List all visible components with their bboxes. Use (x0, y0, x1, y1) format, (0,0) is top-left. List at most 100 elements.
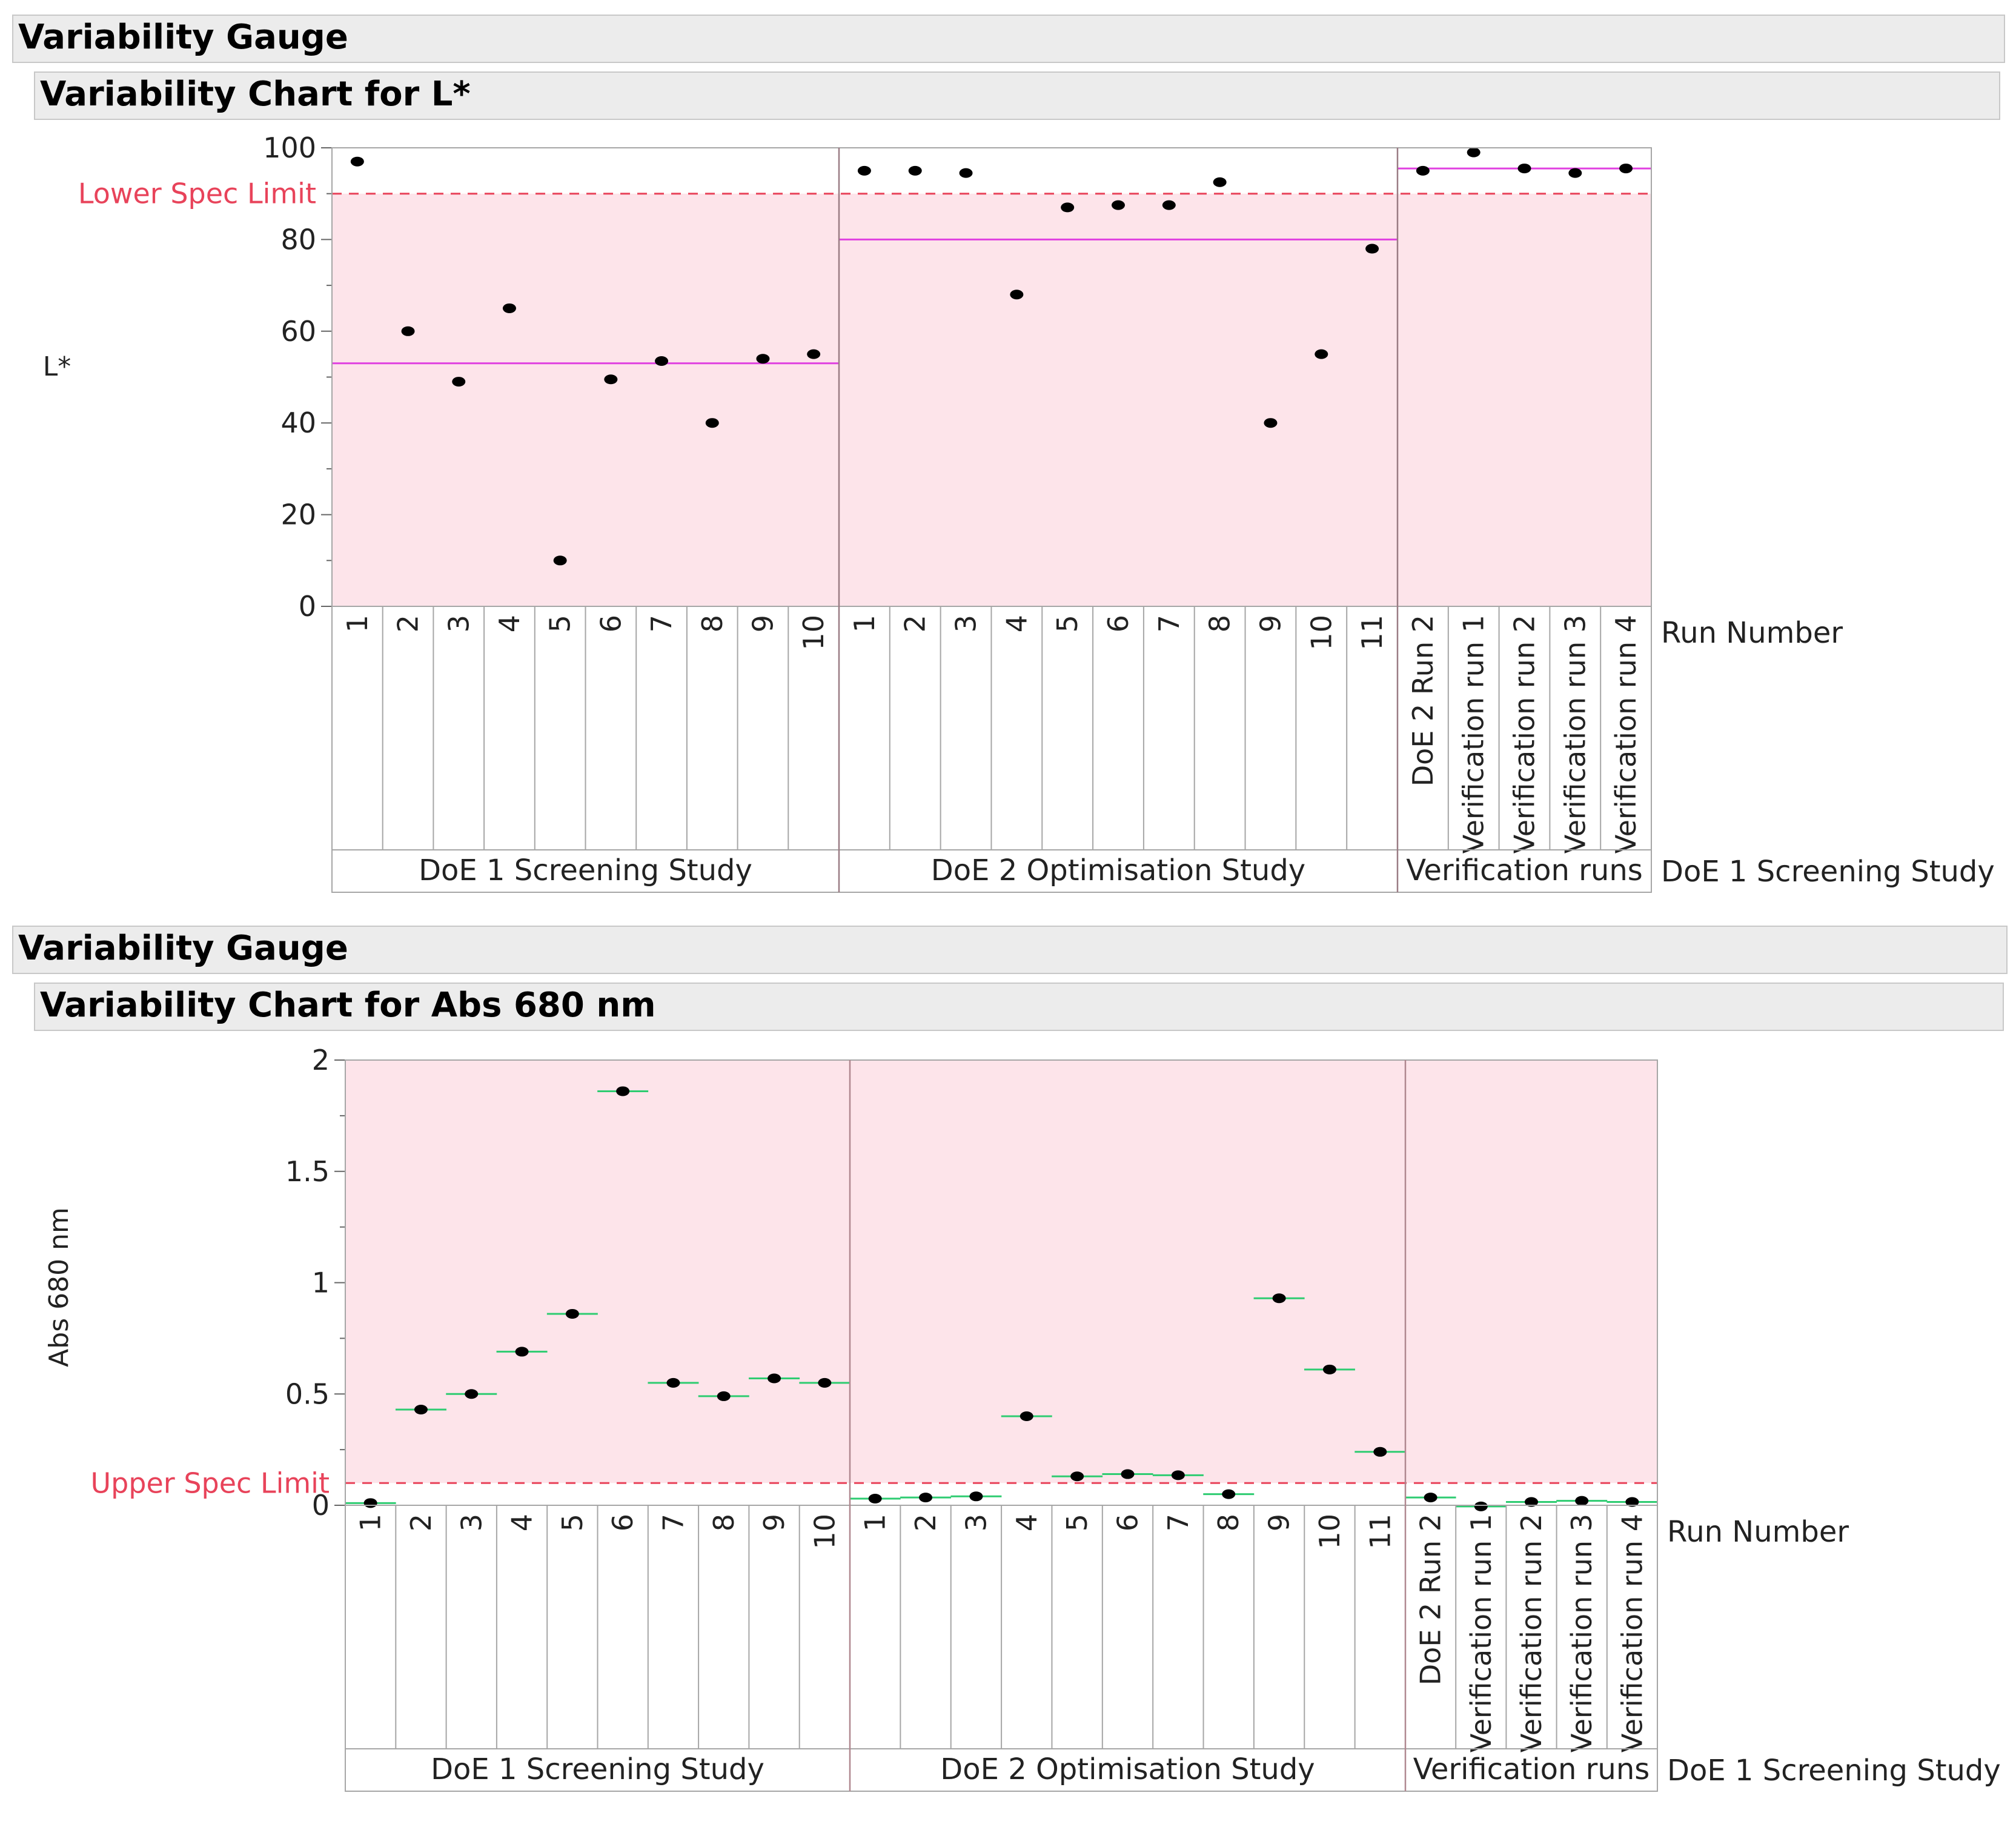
run-label: 8 (696, 615, 729, 632)
y-tick-label: 0 (312, 1489, 330, 1522)
data-point (1467, 147, 1480, 157)
run-label: 9 (746, 615, 779, 632)
panel1-header[interactable]: Variability Gauge (12, 15, 2005, 63)
data-point (919, 1493, 933, 1503)
data-point (1619, 164, 1633, 174)
y-tick-label: 100 (263, 131, 316, 164)
panel2-title[interactable]: Variability Chart for Abs 680 nm (34, 983, 2004, 1031)
data-point (969, 1491, 983, 1502)
data-point (1322, 1364, 1336, 1374)
x-inner-axis-title: Run Number (1661, 616, 1843, 650)
data-point (1365, 244, 1379, 254)
data-point (1171, 1470, 1185, 1480)
group-label: Verification runs (1406, 854, 1643, 887)
run-label: Verification run 3 (1559, 615, 1591, 854)
run-label: 1 (848, 615, 881, 632)
data-point (1070, 1471, 1084, 1482)
data-point (1575, 1496, 1589, 1506)
run-label: 4 (493, 615, 526, 632)
y-tick-label: 1.5 (285, 1155, 330, 1188)
y-tick-label: 40 (280, 406, 316, 439)
data-point (1474, 1501, 1488, 1511)
data-point (350, 156, 364, 167)
data-point (908, 165, 922, 176)
y-tick-label: 20 (280, 499, 316, 531)
run-label: 6 (606, 1514, 639, 1531)
run-label: Verification run 4 (1616, 1514, 1648, 1752)
data-point (868, 1493, 882, 1503)
data-point (1213, 177, 1227, 187)
data-point (959, 168, 973, 178)
run-label: 9 (758, 1514, 791, 1531)
run-label: Verification run 2 (1515, 1514, 1548, 1752)
run-label: Verification run 1 (1457, 615, 1490, 854)
run-label: 2 (909, 1514, 942, 1531)
run-label: Verification run 2 (1508, 615, 1541, 854)
data-point (465, 1389, 479, 1399)
group-label: DoE 1 Screening Study (419, 854, 752, 887)
run-label: 10 (1313, 1514, 1346, 1550)
x-outer-axis-title: DoE 1 Screening Study (1661, 855, 1995, 889)
data-point (768, 1373, 781, 1384)
run-label: 1 (354, 1514, 387, 1531)
run-label: 10 (808, 1514, 841, 1550)
run-label: 1 (859, 1514, 892, 1531)
run-label: 7 (645, 615, 678, 632)
run-label: Verification run 4 (1610, 615, 1642, 854)
data-point (1264, 418, 1278, 428)
y-axis-label: L* (43, 351, 71, 382)
data-point (1121, 1469, 1135, 1479)
data-point (1424, 1493, 1437, 1503)
run-label: DoE 2 Run 2 (1414, 1514, 1447, 1685)
data-point (565, 1308, 579, 1319)
data-point (1112, 200, 1125, 210)
y-tick-label: 0 (299, 590, 316, 623)
run-label: 11 (1364, 1514, 1396, 1550)
run-label: 9 (1263, 1514, 1296, 1531)
run-label: 4 (506, 1514, 539, 1531)
panel1-title[interactable]: Variability Chart for L* (34, 71, 2000, 120)
data-point (1315, 349, 1328, 359)
data-point (756, 354, 770, 364)
run-label: 11 (1356, 615, 1388, 651)
run-label: Verification run 3 (1565, 1514, 1598, 1752)
data-point (1416, 165, 1430, 176)
data-point (1568, 168, 1582, 178)
axis-table-frame (331, 606, 1652, 893)
y-tick-label: 0.5 (285, 1377, 330, 1410)
run-label: 7 (1162, 1514, 1195, 1531)
data-point (401, 326, 415, 336)
panel2-header[interactable]: Variability Gauge (12, 926, 2008, 974)
data-point (857, 165, 871, 176)
y-tick-label: 1 (312, 1267, 330, 1299)
run-label: 5 (1051, 615, 1084, 632)
run-label: 6 (1102, 615, 1135, 632)
run-label: 4 (1000, 615, 1033, 632)
group-label: DoE 2 Optimisation Study (940, 1752, 1315, 1786)
data-point (515, 1347, 529, 1357)
run-label: 2 (392, 615, 425, 632)
data-point (414, 1404, 428, 1414)
data-point (616, 1086, 630, 1096)
data-point (1010, 290, 1024, 300)
run-label: 3 (950, 615, 983, 632)
run-label: 7 (1153, 615, 1185, 632)
run-label: 8 (1204, 615, 1236, 632)
data-point (1373, 1447, 1387, 1457)
run-label: 5 (544, 615, 577, 632)
data-point (1517, 164, 1531, 174)
x-outer-axis-title: DoE 1 Screening Study (1667, 1754, 2001, 1788)
run-label: 7 (657, 1514, 689, 1531)
run-label: 6 (1112, 1514, 1144, 1531)
run-label: 10 (797, 615, 830, 651)
data-point (705, 418, 719, 428)
run-label: 10 (1305, 615, 1338, 651)
spec-limit-label: Upper Spec Limit (90, 1467, 330, 1499)
spec-limit-label: Lower Spec Limit (78, 177, 316, 210)
data-point (807, 349, 821, 359)
run-label: 2 (899, 615, 932, 632)
y-axis-label: Abs 680 nm (44, 1207, 75, 1367)
run-label: 2 (405, 1514, 437, 1531)
run-label: 1 (341, 615, 374, 632)
